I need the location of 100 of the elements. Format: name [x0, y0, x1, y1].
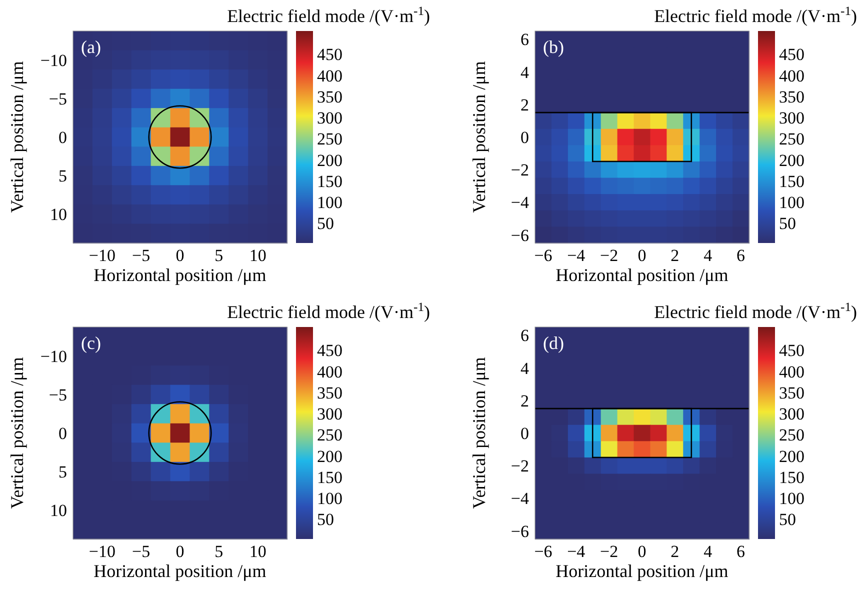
y-tick-label: −2: [510, 160, 529, 180]
y-axis-title: Vertical position /μm: [469, 357, 489, 509]
color-bar-label: 200: [779, 150, 804, 170]
color-bar-label: 450: [779, 341, 804, 360]
color-bar-label: 100: [317, 193, 342, 212]
y-tick-label: 6: [520, 30, 529, 50]
color-bar-label: 300: [779, 108, 804, 128]
y-tick-label: −2: [510, 456, 529, 476]
x-tick-label: 10: [249, 542, 266, 561]
y-tick-label: −10: [40, 346, 67, 366]
color-bar-label: 50: [779, 510, 796, 530]
y-axis-title: Vertical position /μm: [7, 357, 27, 509]
color-bar-title: Electric field mode /(V·m$^{-1}$): [654, 300, 857, 322]
color-bar-label: 150: [317, 468, 342, 487]
color-bar-label: 300: [317, 404, 342, 424]
color-bar-label: 450: [779, 45, 804, 64]
x-axis-title: Horizontal position /μm: [556, 265, 728, 285]
color-bar-label: 200: [779, 446, 804, 466]
x-tick-label: 2: [670, 246, 680, 265]
y-tick-label: 0: [520, 424, 529, 443]
color-bar-label: 50: [779, 214, 796, 234]
color-bar-title: Electric field mode /(V·m$^{-1}$): [654, 4, 857, 26]
color-bar-label: 200: [317, 446, 342, 466]
color-bar-label: 150: [779, 468, 804, 487]
y-tick-label: −5: [48, 89, 67, 108]
color-bar-label: 150: [317, 172, 342, 191]
y-axis-title: Vertical position /μm: [469, 61, 489, 213]
y-tick-label: −6: [510, 522, 529, 541]
x-tick-label: 4: [704, 542, 713, 561]
x-axis-title: Horizontal position /μm: [94, 265, 266, 285]
x-tick-label: −10: [88, 542, 116, 561]
color-bar-label: 250: [317, 130, 342, 149]
x-axis-title: Horizontal position /μm: [556, 561, 728, 581]
x-tick-label: −2: [600, 246, 618, 265]
y-tick-label: 10: [50, 205, 67, 224]
x-tick-label: −6: [534, 542, 552, 561]
y-tick-label: 2: [520, 391, 529, 410]
y-tick-label: 2: [520, 95, 529, 114]
annotation: (c): [81, 333, 101, 353]
color-bar-label: 50: [317, 510, 334, 530]
x-tick-label: 4: [704, 246, 713, 265]
y-tick-label: 5: [58, 462, 67, 482]
x-tick-label: 10: [249, 246, 266, 265]
annotation: (b): [543, 37, 564, 57]
color-bar-label: 450: [317, 45, 342, 64]
y-tick-label: 0: [58, 424, 67, 443]
color-bar-label: 150: [779, 172, 804, 191]
x-tick-label: 5: [214, 246, 224, 265]
color-bar-label: 400: [317, 66, 342, 86]
color-bar-title: Electric field mode /(V·m$^{-1}$): [227, 4, 430, 26]
x-tick-label: −10: [88, 246, 116, 265]
x-tick-label: −4: [567, 246, 586, 265]
color-bar-label: 400: [779, 362, 804, 382]
y-tick-label: 0: [58, 128, 67, 147]
y-tick-label: 6: [520, 326, 529, 346]
color-bar-label: 200: [317, 150, 342, 170]
color-bar-label: 100: [779, 193, 804, 212]
y-tick-label: 10: [50, 501, 67, 520]
x-tick-label: 6: [736, 246, 746, 265]
color-bar-label: 250: [779, 130, 804, 149]
y-axis-title: Vertical position /μm: [7, 61, 27, 213]
x-tick-label: 0: [638, 246, 646, 265]
color-bar-label: 300: [317, 108, 342, 128]
color-bar-label: 450: [317, 341, 342, 360]
color-bar-label: 250: [317, 426, 342, 445]
x-tick-label: 2: [670, 542, 680, 561]
x-tick-label: −5: [132, 542, 150, 561]
color-bar-label: 400: [779, 66, 804, 86]
x-tick-label: 5: [214, 542, 224, 561]
color-bar-title: Electric field mode /(V·m$^{-1}$): [227, 300, 430, 322]
y-tick-label: −4: [510, 193, 530, 212]
x-axis-title: Horizontal position /μm: [94, 561, 266, 581]
x-tick-label: −6: [534, 246, 552, 265]
y-tick-label: 5: [58, 166, 67, 186]
color-bar-label: 350: [779, 87, 804, 106]
x-tick-label: 0: [176, 246, 184, 265]
y-tick-label: 0: [520, 128, 529, 147]
y-tick-label: −5: [48, 385, 67, 404]
y-tick-label: −4: [510, 489, 530, 508]
annotation: (d): [543, 333, 564, 353]
color-bar-label: 300: [779, 404, 804, 424]
x-tick-label: −4: [567, 542, 586, 561]
x-tick-label: −5: [132, 246, 150, 265]
color-bar-label: 400: [317, 362, 342, 382]
x-tick-label: 0: [638, 542, 646, 561]
x-tick-label: 6: [736, 542, 746, 561]
color-bar-label: 100: [317, 489, 342, 508]
color-bar-label: 50: [317, 214, 334, 234]
annotation: (a): [81, 37, 101, 57]
y-tick-label: −6: [510, 226, 529, 245]
x-tick-label: 0: [176, 542, 184, 561]
x-tick-label: −2: [600, 542, 618, 561]
color-bar-label: 350: [779, 383, 804, 402]
color-bar-label: 100: [779, 489, 804, 508]
color-bar-label: 350: [317, 383, 342, 402]
y-tick-label: 4: [520, 62, 530, 82]
color-bar-label: 250: [779, 426, 804, 445]
y-tick-label: −10: [40, 50, 67, 70]
color-bar-label: 350: [317, 87, 342, 106]
y-tick-label: 4: [520, 358, 530, 378]
